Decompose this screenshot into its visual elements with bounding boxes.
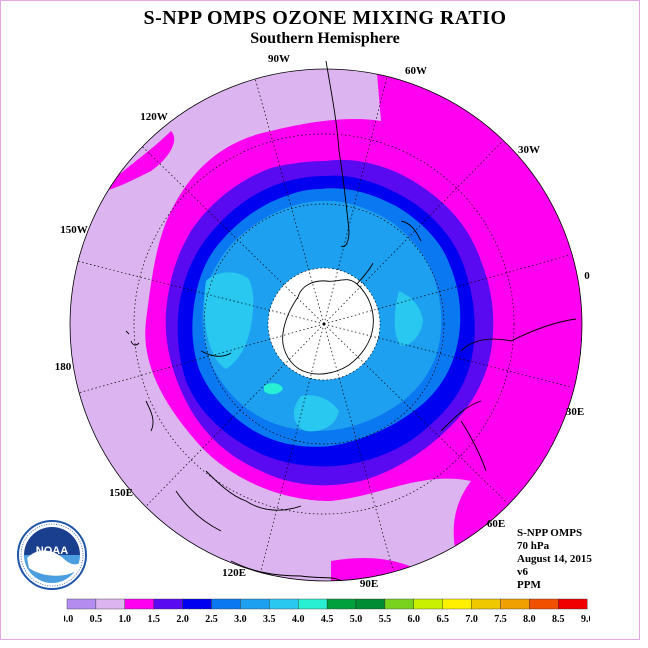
colorbar: 0.0 0.5 1.0 1.5 2.0 2.5 3.0 3.5 4.0 4.5 5.0 5.5 6.0 6… <box>64 598 590 625</box>
colorbar-swatch <box>66 598 97 610</box>
latitude-circle <box>267 267 381 381</box>
longitude-label: 150E <box>109 487 133 499</box>
latitude-circle <box>203 203 445 445</box>
longitude-label: 120W <box>140 111 168 123</box>
colorbar-tick-label: 7.5 <box>494 614 507 625</box>
field-aqua <box>264 383 283 395</box>
colorbar-swatch <box>211 598 241 610</box>
chart-subtitle: Southern Hemisphere <box>250 30 400 47</box>
meridian-line <box>323 323 394 571</box>
version-label: v6 <box>517 566 528 578</box>
longitude-label: 30E <box>566 406 584 418</box>
colorbar-tick-label: 3.0 <box>234 614 247 625</box>
map-fields <box>70 69 582 581</box>
units-label: PPM <box>517 579 541 591</box>
colorbar-swatch <box>326 598 357 610</box>
coastlines <box>125 60 577 582</box>
meridian-line <box>144 323 325 508</box>
colorbar-tick-label: 9.0 <box>581 614 590 625</box>
pressure-level-label: 70 hPa <box>517 540 550 552</box>
colorbar-swatch <box>558 598 588 610</box>
colorbar-tick-label: 2.0 <box>176 614 189 625</box>
meridian-line <box>260 323 325 573</box>
south-pole-dot <box>322 322 326 326</box>
meridian-line <box>140 144 325 325</box>
longitude-label: 150W <box>60 224 88 236</box>
colorbar-swatch <box>297 598 328 610</box>
colorbar-labels: 0.0 0.5 1.0 1.5 2.0 2.5 3.0 3.5 4.0 4.5 5.0 5.5 6.0 6… <box>64 614 590 625</box>
chart-title: S-NPP OMPS OZONE MIXING RATIO <box>143 7 507 29</box>
longitude-label: 0 <box>584 270 590 282</box>
colorbar-swatch <box>413 598 443 610</box>
noaa-logo: NOAA <box>17 520 87 590</box>
meridian-line <box>323 323 508 504</box>
colorbar-tick-label: 6.5 <box>436 614 449 625</box>
colorbar-tick-label: 3.5 <box>263 614 276 625</box>
date-label: August 14, 2015 <box>517 553 592 565</box>
colorbar-swatch <box>471 598 501 610</box>
longitude-labels: 90W 60W 30W 120W 150W 0 180 30E 150E 60E 120E 90E <box>55 53 591 590</box>
longitude-label: 90W <box>268 53 290 65</box>
field-light-cyan <box>204 272 423 432</box>
longitude-label: 60E <box>487 518 505 530</box>
longitude-label: 180 <box>55 361 72 373</box>
colorbar-tick-label: 4.5 <box>321 614 334 625</box>
colorbar-swatch <box>500 598 530 610</box>
meridian-line <box>323 140 504 325</box>
colorbar-tick-label: 5.5 <box>379 614 392 625</box>
colorbar-swatch <box>182 598 212 610</box>
graticule <box>75 75 573 573</box>
colorbar-swatch <box>153 598 183 610</box>
meridian-line <box>323 323 573 388</box>
colorbar-tick-label: 8.5 <box>552 614 565 625</box>
latitude-circle <box>133 133 515 515</box>
longitude-label: 90E <box>360 578 378 590</box>
colorbar-swatch <box>529 598 559 610</box>
polar-map: 90W 60W 30W 120W 150W 0 180 30E 150E 60E 120E 90E <box>55 53 591 590</box>
meridian-line <box>75 260 325 325</box>
meridian-line <box>323 254 571 325</box>
noaa-logo-text: NOAA <box>36 545 68 557</box>
colorbar-tick-label: 0.5 <box>90 614 103 625</box>
colorbar-swatch <box>95 598 125 610</box>
meridian-line <box>77 323 325 394</box>
colorbar-swatch <box>240 598 270 610</box>
metadata-block: S-NPP OMPS 70 hPa August 14, 2015 v6 PPM <box>517 527 592 592</box>
colorbar-tick-label: 8.0 <box>523 614 536 625</box>
colorbar-swatch <box>355 598 386 610</box>
colorbar-tick-label: 2.5 <box>205 614 218 625</box>
figure-frame: S-NPP OMPS OZONE MIXING RATIO Southern H… <box>0 0 640 640</box>
colorbar-tick-label: 5.0 <box>350 614 363 625</box>
colorbar-swatches <box>66 598 588 610</box>
meridian-line <box>254 77 325 325</box>
colorbar-swatch <box>124 598 154 610</box>
colorbar-tick-label: 6.0 <box>408 614 421 625</box>
colorbar-tick-label: 4.0 <box>292 614 305 625</box>
colorbar-tick-label: 0.0 <box>64 614 73 625</box>
colorbar-tick-label: 7.0 <box>465 614 478 625</box>
colorbar-swatch <box>384 598 414 610</box>
colorbar-swatch <box>442 598 472 610</box>
meridian-line <box>323 75 388 325</box>
longitude-label: 120E <box>222 567 246 579</box>
longitude-label: 30W <box>518 144 540 156</box>
colorbar-swatch <box>269 598 299 610</box>
colorbar-tick-label: 1.0 <box>119 614 131 625</box>
colorbar-tick-label: 1.5 <box>147 614 160 625</box>
longitude-label: 60W <box>405 65 427 77</box>
instrument-label: S-NPP OMPS <box>517 527 583 539</box>
map-boundary <box>69 68 583 582</box>
